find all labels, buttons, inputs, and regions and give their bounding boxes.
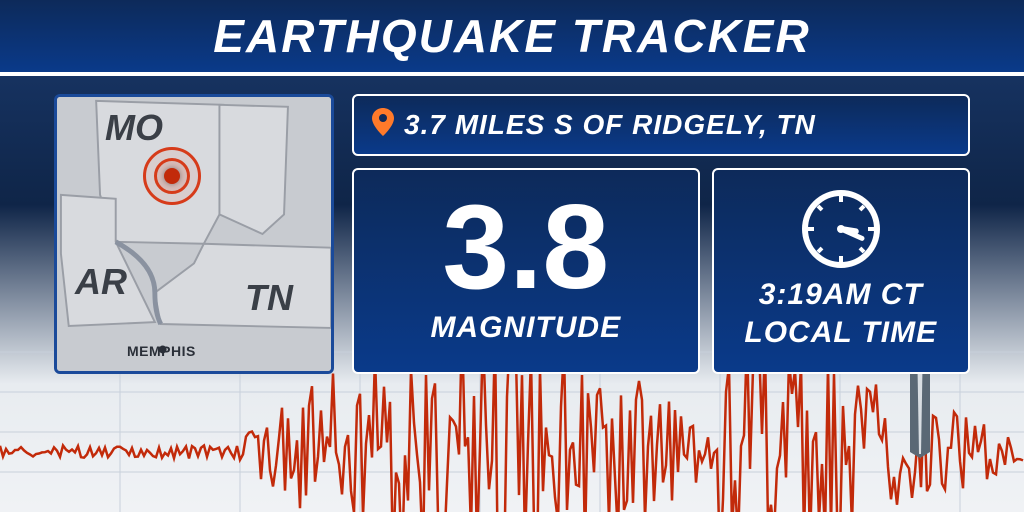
location-text: 3.7 MILES S OF RIDGELY, TN xyxy=(404,109,816,141)
time-caption: LOCAL TIME xyxy=(744,316,937,350)
magnitude-value: 3.8 xyxy=(442,187,609,307)
state-label-mo: MO xyxy=(105,107,163,149)
epicenter-icon xyxy=(142,146,202,206)
content-area: MO AR TN MEMPHIS 3.7 MILES S OF RIDGELY,… xyxy=(0,76,1024,374)
info-row: 3.8 MAGNITUDE xyxy=(352,168,970,374)
magnitude-card: 3.8 MAGNITUDE xyxy=(352,168,700,374)
state-map xyxy=(57,97,331,371)
info-column: 3.7 MILES S OF RIDGELY, TN 3.8 MAGNITUDE xyxy=(352,94,970,374)
time-card: 3:19AM CT LOCAL TIME xyxy=(712,168,970,374)
state-label-ar: AR xyxy=(75,261,127,303)
map-panel: MO AR TN MEMPHIS xyxy=(54,94,334,374)
city-label-memphis: MEMPHIS xyxy=(127,343,196,359)
time-value: 3:19AM CT xyxy=(759,278,923,312)
clock-icon xyxy=(800,188,882,270)
magnitude-label: MAGNITUDE xyxy=(430,311,621,345)
page-title: EARTHQUAKE TRACKER xyxy=(213,9,810,63)
title-bar: EARTHQUAKE TRACKER xyxy=(0,0,1024,76)
location-pin-icon xyxy=(372,108,394,143)
location-card: 3.7 MILES S OF RIDGELY, TN xyxy=(352,94,970,156)
state-label-tn: TN xyxy=(245,277,293,319)
